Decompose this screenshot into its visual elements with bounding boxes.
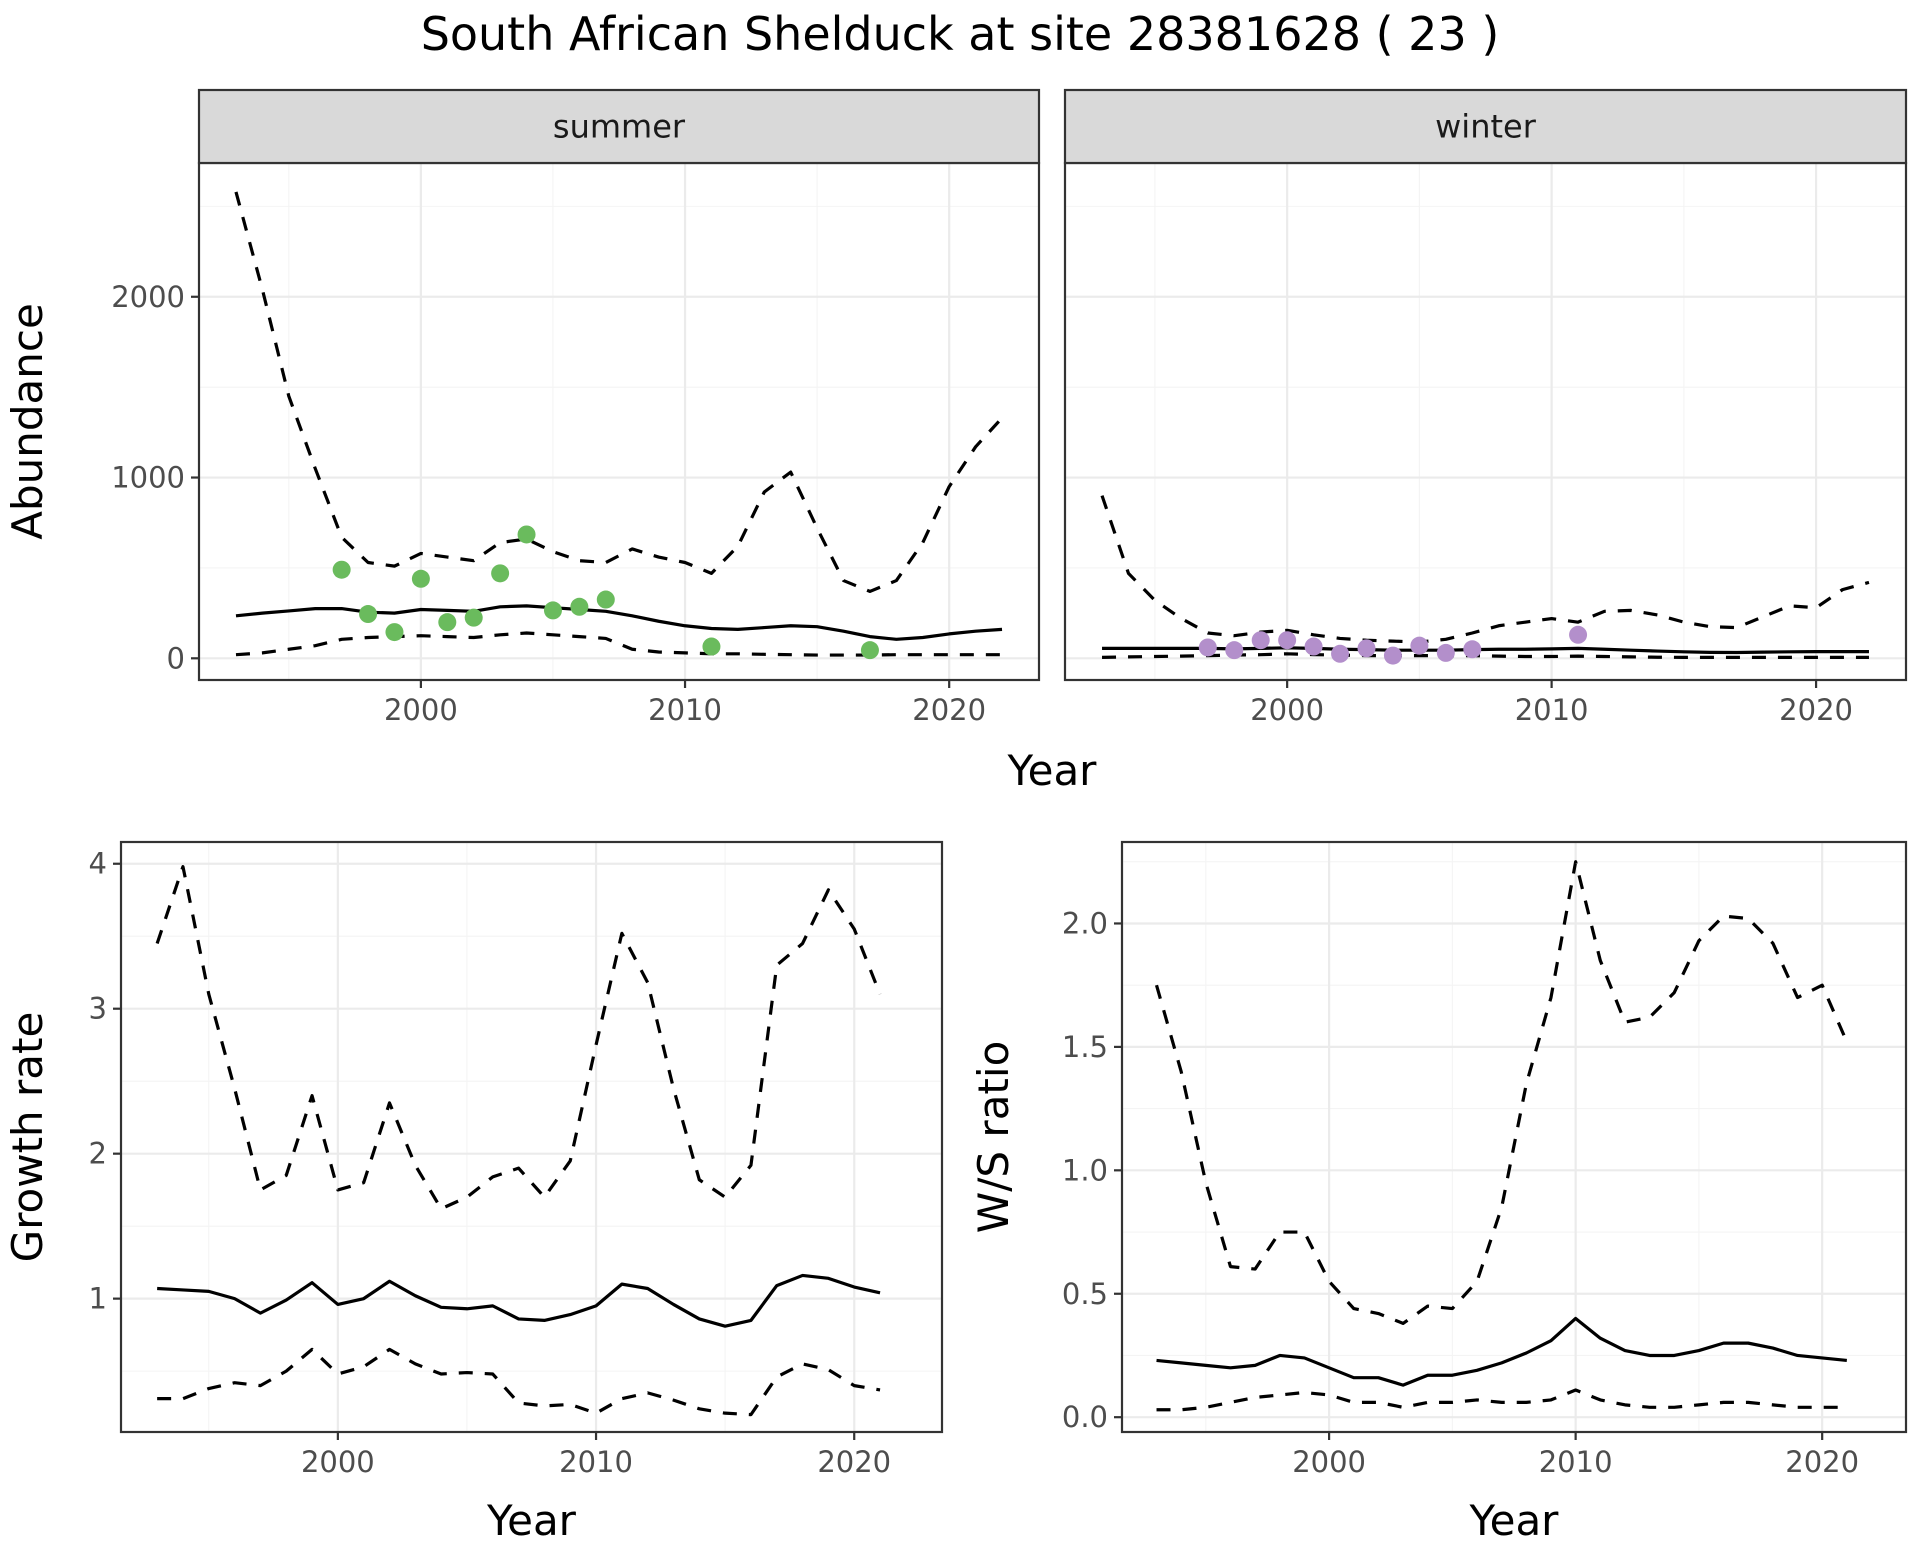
facet-strip-label: summer [553,108,686,146]
x-tick-label: 2020 [912,693,986,727]
growth-upper-line [155,865,882,1211]
summer-data-point [411,569,430,588]
x-tick-label: 2000 [301,1445,375,1479]
summer-data-point [385,623,404,642]
winter-data-point [1383,646,1402,665]
summer-data-point [702,637,721,656]
ratio-lower-line [1156,1388,1847,1412]
chart-title: South African Shelduck at site 28381628 … [421,7,1500,61]
x-tick-label: 2020 [817,1445,891,1479]
growth-rate-plot: 2000 2010 2020 Year 1 2 3 4 Growth rate [3,840,944,1545]
y-axis-title: W/S ratio [969,1041,1018,1234]
x-tick-label: 2020 [1779,693,1853,727]
panel-background [1122,842,1906,1432]
winter-data-point [1225,641,1244,660]
summer-data-point [359,605,378,624]
y-tick-label: 2000 [111,280,185,314]
winter-data-point [1331,644,1350,663]
y-tick-label: 0.0 [1062,1400,1108,1434]
summer-data-point [491,564,510,583]
y-axis-title: Growth rate [3,1012,52,1263]
winter-data-point [1569,625,1588,644]
winter-data-point [1278,631,1297,650]
winter-data-point [1436,643,1455,662]
y-tick-label: 1.0 [1062,1153,1108,1187]
y-tick-label: 3 [89,992,107,1026]
x-axis-title: Year [1469,1496,1560,1545]
y-tick-label: 2.0 [1062,906,1108,940]
summer-upper-line [234,191,1004,594]
ratio-fit-line [1156,1316,1847,1387]
x-tick-label: 2010 [648,693,722,727]
panel-border [1120,840,1908,1434]
facet-strip-label: winter [1435,108,1537,146]
winter-data-point [1410,636,1429,655]
x-tick-label: 2010 [1515,693,1589,727]
x-axis-title: Year [486,1496,577,1545]
x-tick-label: 2020 [1785,1445,1859,1479]
y-tick-label: 1 [89,1282,107,1316]
winter-data-point [1463,640,1482,659]
facet-strip [197,88,1041,165]
x-tick-label: 2010 [559,1445,633,1479]
panel-background [199,163,1039,680]
winter-data-point [1357,639,1376,658]
y-tick-label: 1.5 [1062,1030,1108,1064]
x-tick-label: 2000 [1250,693,1324,727]
winter-data-point [1198,638,1217,657]
abundance-plot: summer 2000 2010 2020 0 1000 2000 Abundance wint… [3,88,1908,795]
y-tick-label: 1000 [111,461,185,495]
facet-strip [1063,88,1908,165]
summer-data-point [860,641,879,660]
summer-data-point [596,590,615,609]
summer-data-point [517,525,536,544]
ws-ratio-plot: 2000 2010 2020 Year 0.0 0.5 1.0 1.5 2.0 W/S ratio [969,840,1908,1545]
panel-border [119,840,944,1434]
summer-data-point [464,608,483,627]
y-tick-label: 4 [89,847,107,881]
x-axis-title: Year [1007,746,1098,795]
ratio-upper-line [1154,860,1849,1325]
facet-winter: winter 2000 2010 2020 [1063,88,1908,727]
x-tick-label: 2010 [1539,1445,1613,1479]
panel-background [121,842,942,1432]
y-tick-label: 2 [89,1137,107,1171]
facet-summer: summer 2000 2010 2020 0 1000 2000 Abundance [3,88,1041,727]
y-axis-title: Abundance [3,303,52,540]
growth-fit-line [157,1273,881,1328]
summer-data-point [543,601,562,620]
summer-data-point [438,613,457,632]
summer-data-point [332,560,351,579]
panel-background [1065,163,1906,680]
winter-data-point [1251,631,1270,650]
y-tick-label: 0 [167,641,185,675]
summer-data-point [570,597,589,616]
y-tick-label: 0.5 [1062,1277,1108,1311]
winter-data-point [1304,637,1323,656]
x-tick-label: 2000 [1292,1445,1366,1479]
x-tick-label: 2000 [384,693,458,727]
